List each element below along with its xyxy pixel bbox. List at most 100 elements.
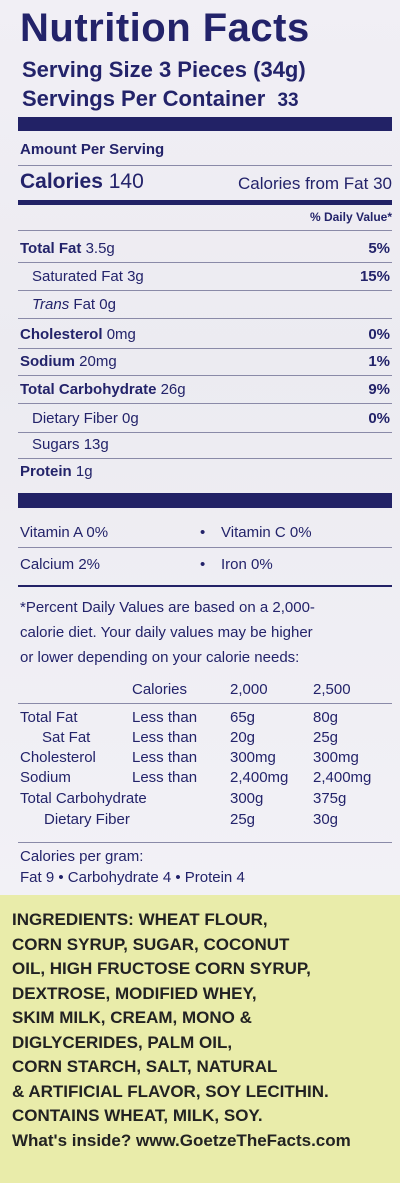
nutrient-name: Saturated Fat xyxy=(32,268,123,285)
nutrient-row-trans-fat: Trans Fat 0g xyxy=(20,296,390,313)
dv-table-cell: Cholesterol xyxy=(20,749,96,766)
nutrient-amount: 1g xyxy=(75,463,93,480)
nutrient-dv: 9% xyxy=(368,381,390,398)
nutrient-amount: 3.5g xyxy=(85,240,115,257)
calories-label: Calories xyxy=(20,170,103,193)
ingredients-text: INGREDIENTS: WHEAT FLOUR, CORN SYRUP, SU… xyxy=(12,908,397,1153)
nutrient-dv: 0% xyxy=(368,326,390,343)
nutrient-name: Total Carbohydrate xyxy=(20,381,157,398)
nutrient-row-cholesterol: Cholesterol 0mg 0% xyxy=(20,326,390,343)
footnote-line: or lower depending on your calorie needs… xyxy=(20,649,300,666)
ingredients-line: DEXTROSE, MODIFIED WHEY, xyxy=(12,983,257,1003)
nutrient-name: Sugars xyxy=(32,436,80,453)
divider xyxy=(18,375,392,376)
nutrient-row-sugars: Sugars 13g xyxy=(20,436,390,453)
nutrient-row-dietary-fiber: Dietary Fiber 0g 0% xyxy=(20,410,390,427)
whats-inside-url: What's inside? www.GoetzeTheFacts.com xyxy=(12,1130,351,1150)
amount-per-serving: Amount Per Serving xyxy=(20,141,165,158)
ingredients-label: INGREDIENTS: xyxy=(12,910,134,929)
calories-from-fat: Calories from Fat 30 xyxy=(238,174,392,193)
nutrient-amount: 0g xyxy=(122,410,139,427)
iron: Iron 0% xyxy=(221,556,273,573)
divider xyxy=(18,432,392,433)
calories-row: Calories 140 xyxy=(20,170,144,194)
ingredients-line: CORN STARCH, SALT, NATURAL xyxy=(12,1057,278,1076)
servings-per-container-value: 33 xyxy=(277,90,299,111)
vitamin-a: Vitamin A 0% xyxy=(20,524,109,541)
dv-table-header-2000: 2,000 xyxy=(230,681,268,698)
nutrient-dv: 1% xyxy=(368,353,390,370)
nutrient-row-protein: Protein 1g xyxy=(20,463,390,480)
nutrient-dv: 15% xyxy=(359,268,390,285)
divider xyxy=(18,842,392,843)
nutrient-name: Dietary Fiber xyxy=(32,410,118,427)
thick-divider xyxy=(18,493,392,508)
nutrient-name: Cholesterol xyxy=(20,326,103,343)
footnote-line: calorie diet. Your daily values may be h… xyxy=(20,624,313,641)
divider xyxy=(18,547,392,548)
divider xyxy=(18,165,392,166)
thick-divider xyxy=(18,117,392,131)
dv-table-cell: 65g xyxy=(230,709,256,726)
dv-table-cell: 25g xyxy=(313,729,339,746)
divider xyxy=(18,318,392,319)
nutrient-amount: 3g xyxy=(127,268,144,285)
dv-table-cell: Less than xyxy=(132,709,198,726)
medium-divider xyxy=(18,200,392,205)
footnote-line: *Percent Daily Values are based on a 2,0… xyxy=(20,599,315,616)
nutrient-row-total-fat: Total Fat 3.5g 5% xyxy=(20,240,390,257)
dv-table-cell: Dietary Fiber xyxy=(44,811,130,828)
dv-table-cell: Less than xyxy=(132,749,198,766)
calories-per-gram: Fat 9 • Carbohydrate 4 • Protein 4 xyxy=(20,869,245,886)
dv-table-cell: Sodium xyxy=(20,769,71,786)
nutrient-name: Trans xyxy=(32,296,70,313)
dv-table-cell: 20g xyxy=(230,729,256,746)
divider xyxy=(18,458,392,459)
divider xyxy=(18,585,392,587)
label-title: Nutrition Facts xyxy=(20,6,310,50)
nutrient-name: Sodium xyxy=(20,353,75,370)
divider xyxy=(18,348,392,349)
nutrient-amount: Fat 0g xyxy=(73,296,116,313)
divider xyxy=(18,703,392,704)
dv-table-cell: Less than xyxy=(132,769,198,786)
dv-table-header-2500: 2,500 xyxy=(313,681,351,698)
contains-allergens: CONTAINS WHEAT, MILK, SOY. xyxy=(12,1106,263,1125)
dv-table-cell: 2,400mg xyxy=(230,769,289,786)
nutrient-dv: 5% xyxy=(368,240,390,257)
calcium: Calcium 2% xyxy=(20,556,101,573)
nutrient-row-total-carbohydrate: Total Carbohydrate 26g 9% xyxy=(20,381,390,398)
dv-table-cell: 300mg xyxy=(230,749,276,766)
dv-table-cell: Less than xyxy=(132,729,198,746)
dv-table-cell: Total Fat xyxy=(20,709,78,726)
nutrient-dv: 0% xyxy=(368,410,390,427)
dv-table-cell: 80g xyxy=(313,709,339,726)
calories-per-gram-label: Calories per gram: xyxy=(20,848,144,865)
servings-per-container-label: Servings Per Container xyxy=(22,86,266,111)
divider xyxy=(18,230,392,231)
dv-table-cell: Sat Fat xyxy=(42,729,91,746)
divider xyxy=(18,290,392,291)
dv-table-cell: Total Carbohydrate xyxy=(20,790,147,807)
ingredients-panel xyxy=(0,895,400,1183)
vitamin-c: Vitamin C 0% xyxy=(221,524,312,541)
nutrient-amount: 26g xyxy=(160,381,186,398)
nutrition-label: Nutrition Facts Serving Size 3 Pieces (3… xyxy=(0,0,400,895)
nutrient-row-saturated-fat: Saturated Fat 3g 15% xyxy=(20,268,390,285)
nutrient-amount: 13g xyxy=(83,436,109,453)
daily-value-header: % Daily Value* xyxy=(309,210,392,224)
nutrient-row-sodium: Sodium 20mg 1% xyxy=(20,353,390,370)
ingredients-line: OIL, HIGH FRUCTOSE CORN SYRUP, xyxy=(12,959,311,978)
dv-table-cell: 25g xyxy=(230,811,256,828)
vitamin-bullet: • xyxy=(200,556,206,573)
dv-table-cell: 300mg xyxy=(313,749,359,766)
nutrient-name: Total Fat xyxy=(20,240,82,257)
nutrient-amount: 0mg xyxy=(106,326,136,343)
nutrient-amount: 20mg xyxy=(79,353,117,370)
dv-table-header-calories: Calories xyxy=(132,681,188,698)
servings-per-container: Servings Per Container 33 xyxy=(22,86,299,112)
divider xyxy=(18,403,392,404)
dv-table-cell: 300g xyxy=(230,790,264,807)
dv-table-cell: 30g xyxy=(313,811,339,828)
calories-value: 140 xyxy=(108,170,144,193)
